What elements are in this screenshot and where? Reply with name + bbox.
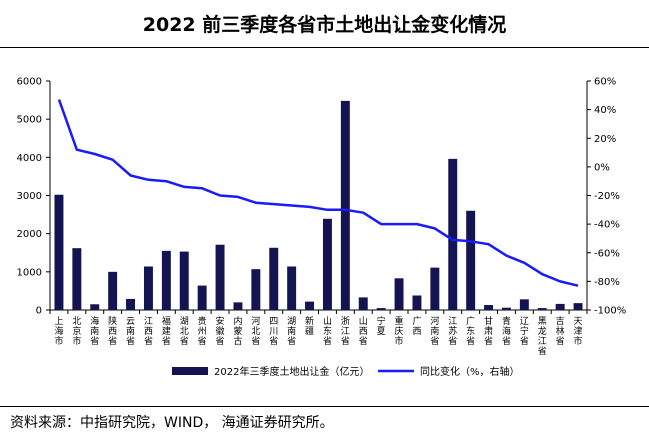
bar xyxy=(54,194,64,310)
bar xyxy=(376,308,386,310)
bar xyxy=(197,285,207,310)
x-tick-label: 山西省 xyxy=(359,316,368,347)
bar xyxy=(484,305,494,310)
bar xyxy=(251,269,261,310)
right-tick-label: 40% xyxy=(594,105,616,116)
right-tick-label: -100% xyxy=(594,306,626,317)
right-tick-label: -20% xyxy=(594,191,620,202)
x-tick-label: 天津市 xyxy=(574,317,583,347)
bar xyxy=(394,278,404,310)
page-title: 2022 前三季度各省市土地出让金变化情况 xyxy=(142,14,507,36)
left-tick-label: 5000 xyxy=(17,115,42,126)
x-tick-label: 黑龙江省 xyxy=(538,316,547,357)
x-tick-label: 内蒙古 xyxy=(233,315,242,347)
left-tick-label: 2000 xyxy=(17,229,42,240)
bar-series xyxy=(54,100,583,310)
source-divider xyxy=(0,406,649,407)
x-tick-label: 安徽省 xyxy=(216,315,225,347)
left-tick-label: 6000 xyxy=(17,77,42,88)
bar xyxy=(72,248,82,310)
x-tick-label: 贵州省 xyxy=(198,315,207,347)
x-tick-label: 云南省 xyxy=(126,317,135,347)
chart-legend: 2022年三季度土地出让金（亿元） 同比变化（%，右轴） xyxy=(172,365,520,378)
bar xyxy=(90,304,100,310)
bar xyxy=(126,298,136,310)
x-tick-label: 福建省 xyxy=(162,315,171,347)
x-tick-label: 河北省 xyxy=(251,315,260,347)
bar xyxy=(430,267,440,310)
right-tick-label: 0% xyxy=(594,162,610,173)
x-tick-label: 辽宁省 xyxy=(520,316,529,347)
x-tick-labels: 上海市北京市海南省陕西省云南省江西省福建省湖北省贵州省安徽省内蒙古河北省四川省湖… xyxy=(54,315,582,357)
x-tick-label: 河南省 xyxy=(430,315,439,347)
bar xyxy=(519,299,529,310)
bar xyxy=(537,308,547,310)
x-tick-label: 重庆市 xyxy=(395,315,404,347)
bar xyxy=(412,295,422,310)
left-tick-label: 4000 xyxy=(17,153,42,164)
x-tick-label: 湖北省 xyxy=(180,316,189,347)
x-tick-label: 吉林省 xyxy=(556,316,565,347)
land-transfer-chart: 0 1000 2000 3000 4000 5000 6000 -100% -80% -60% -4… xyxy=(17,77,627,379)
x-tick-label: 陕西省 xyxy=(108,315,117,347)
x-tick-label: 甘肃省 xyxy=(484,315,493,347)
left-tick-label: 0 xyxy=(36,306,42,317)
x-tick-label: 江西省 xyxy=(144,316,153,347)
bar xyxy=(143,266,153,310)
x-tick-label: 宁夏 xyxy=(377,315,386,337)
x-tick-label: 湖南省 xyxy=(287,316,296,347)
x-tick-label: 新疆 xyxy=(305,315,314,337)
left-tick-label: 3000 xyxy=(17,191,42,202)
right-tick-label: 60% xyxy=(594,77,616,88)
x-tick-label: 上海市 xyxy=(54,316,63,347)
right-tick-label: -60% xyxy=(594,248,620,259)
yoy-change-line xyxy=(57,99,579,287)
x-tick-label: 浙江省 xyxy=(341,315,350,347)
left-tick-label: 1000 xyxy=(17,267,42,278)
bar xyxy=(269,247,279,310)
bar xyxy=(358,297,368,310)
bar xyxy=(340,100,350,310)
x-tick-label: 四川省 xyxy=(269,317,278,347)
right-tick-label: -80% xyxy=(594,277,620,288)
bar xyxy=(466,210,476,310)
x-tick-label: 江苏省 xyxy=(448,316,457,347)
source-note: 资料来源：中指研究院，WIND， 海通证券研究所。 xyxy=(10,415,334,431)
title-divider xyxy=(0,47,649,48)
x-tick-label: 山东省 xyxy=(323,316,332,347)
bar xyxy=(233,302,243,310)
chart-axes: 0 1000 2000 3000 4000 5000 6000 -100% -80% -60% -4… xyxy=(17,77,627,317)
bar xyxy=(555,303,565,310)
bar xyxy=(287,266,297,310)
bar xyxy=(305,301,315,310)
bar xyxy=(108,271,118,310)
x-tick-label: 青海省 xyxy=(502,315,511,347)
bar xyxy=(179,251,189,310)
x-tick-label: 广西 xyxy=(412,315,421,337)
x-tick-label: 海南省 xyxy=(90,315,99,347)
x-tick-label: 北京市 xyxy=(72,316,81,347)
right-tick-label: 20% xyxy=(594,134,616,145)
right-tick-label: -40% xyxy=(594,220,620,231)
legend-line-label: 同比变化（%，右轴） xyxy=(420,365,520,378)
bar xyxy=(322,218,332,310)
x-tick-label: 广东省 xyxy=(466,315,475,347)
legend-bar-label: 2022年三季度土地出让金（亿元） xyxy=(214,365,369,378)
bar xyxy=(215,244,225,310)
bar xyxy=(448,158,458,310)
bar xyxy=(501,307,511,310)
legend-bar-swatch xyxy=(172,367,208,375)
bar xyxy=(573,303,583,310)
line-series xyxy=(57,99,579,287)
bar xyxy=(161,250,171,310)
